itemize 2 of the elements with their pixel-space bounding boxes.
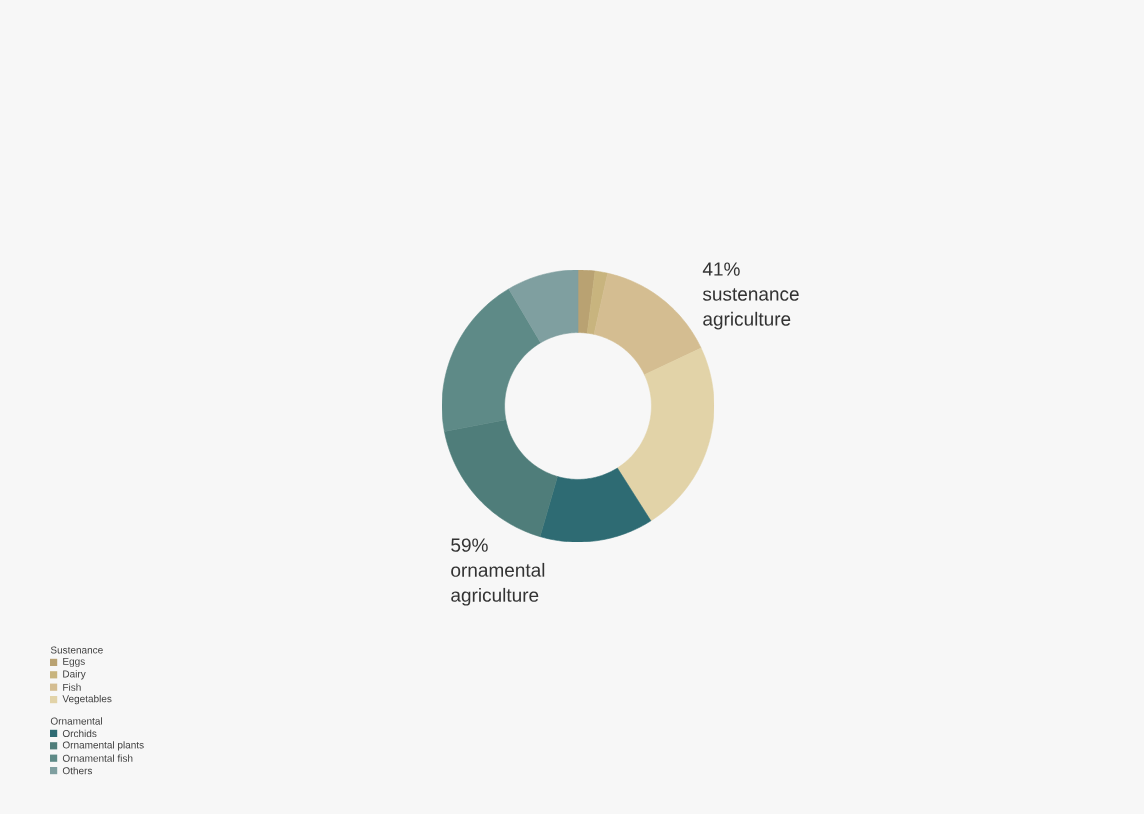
text: 59% ornamental agriculture (451, 538, 545, 606)
text: 41% sustenance agriculture (702, 262, 799, 330)
